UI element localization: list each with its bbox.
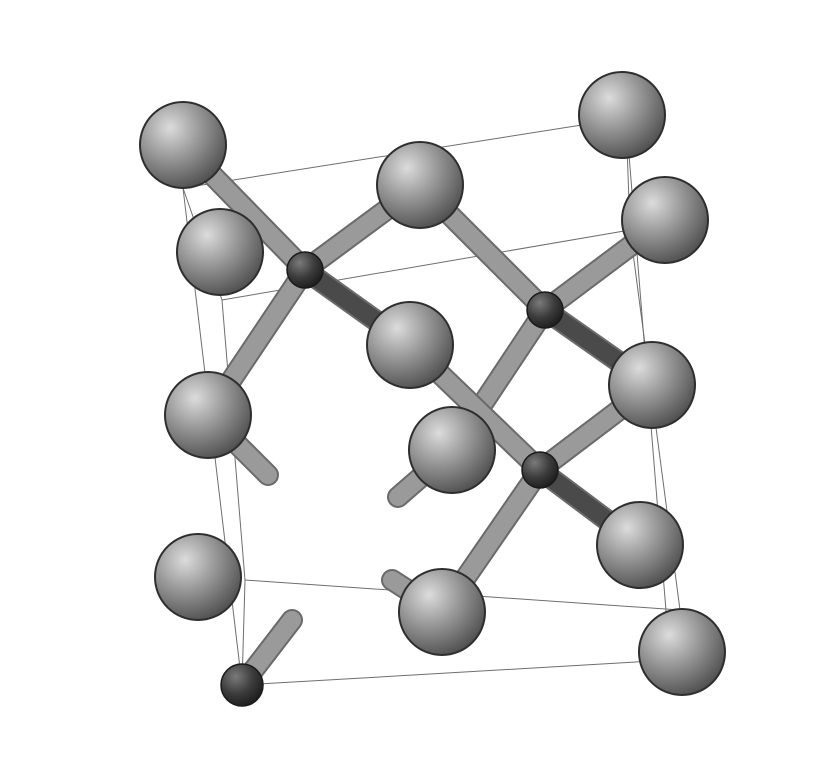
atoms-layer [140,72,725,706]
small-atom [221,664,263,706]
large-atom [367,302,453,388]
large-atom [597,502,683,588]
large-atom [140,102,226,188]
large-atom [165,372,251,458]
large-atom [609,342,695,428]
large-atom [409,407,495,493]
large-atom [579,72,665,158]
large-atom [177,209,263,295]
small-atom [522,452,558,488]
small-atom [527,292,563,328]
large-atom [622,177,708,263]
cell-edge [242,660,670,685]
large-atom [399,569,485,655]
small-atom [287,252,323,288]
large-atom [155,534,241,620]
large-atom [639,609,725,695]
large-atom [377,142,463,228]
